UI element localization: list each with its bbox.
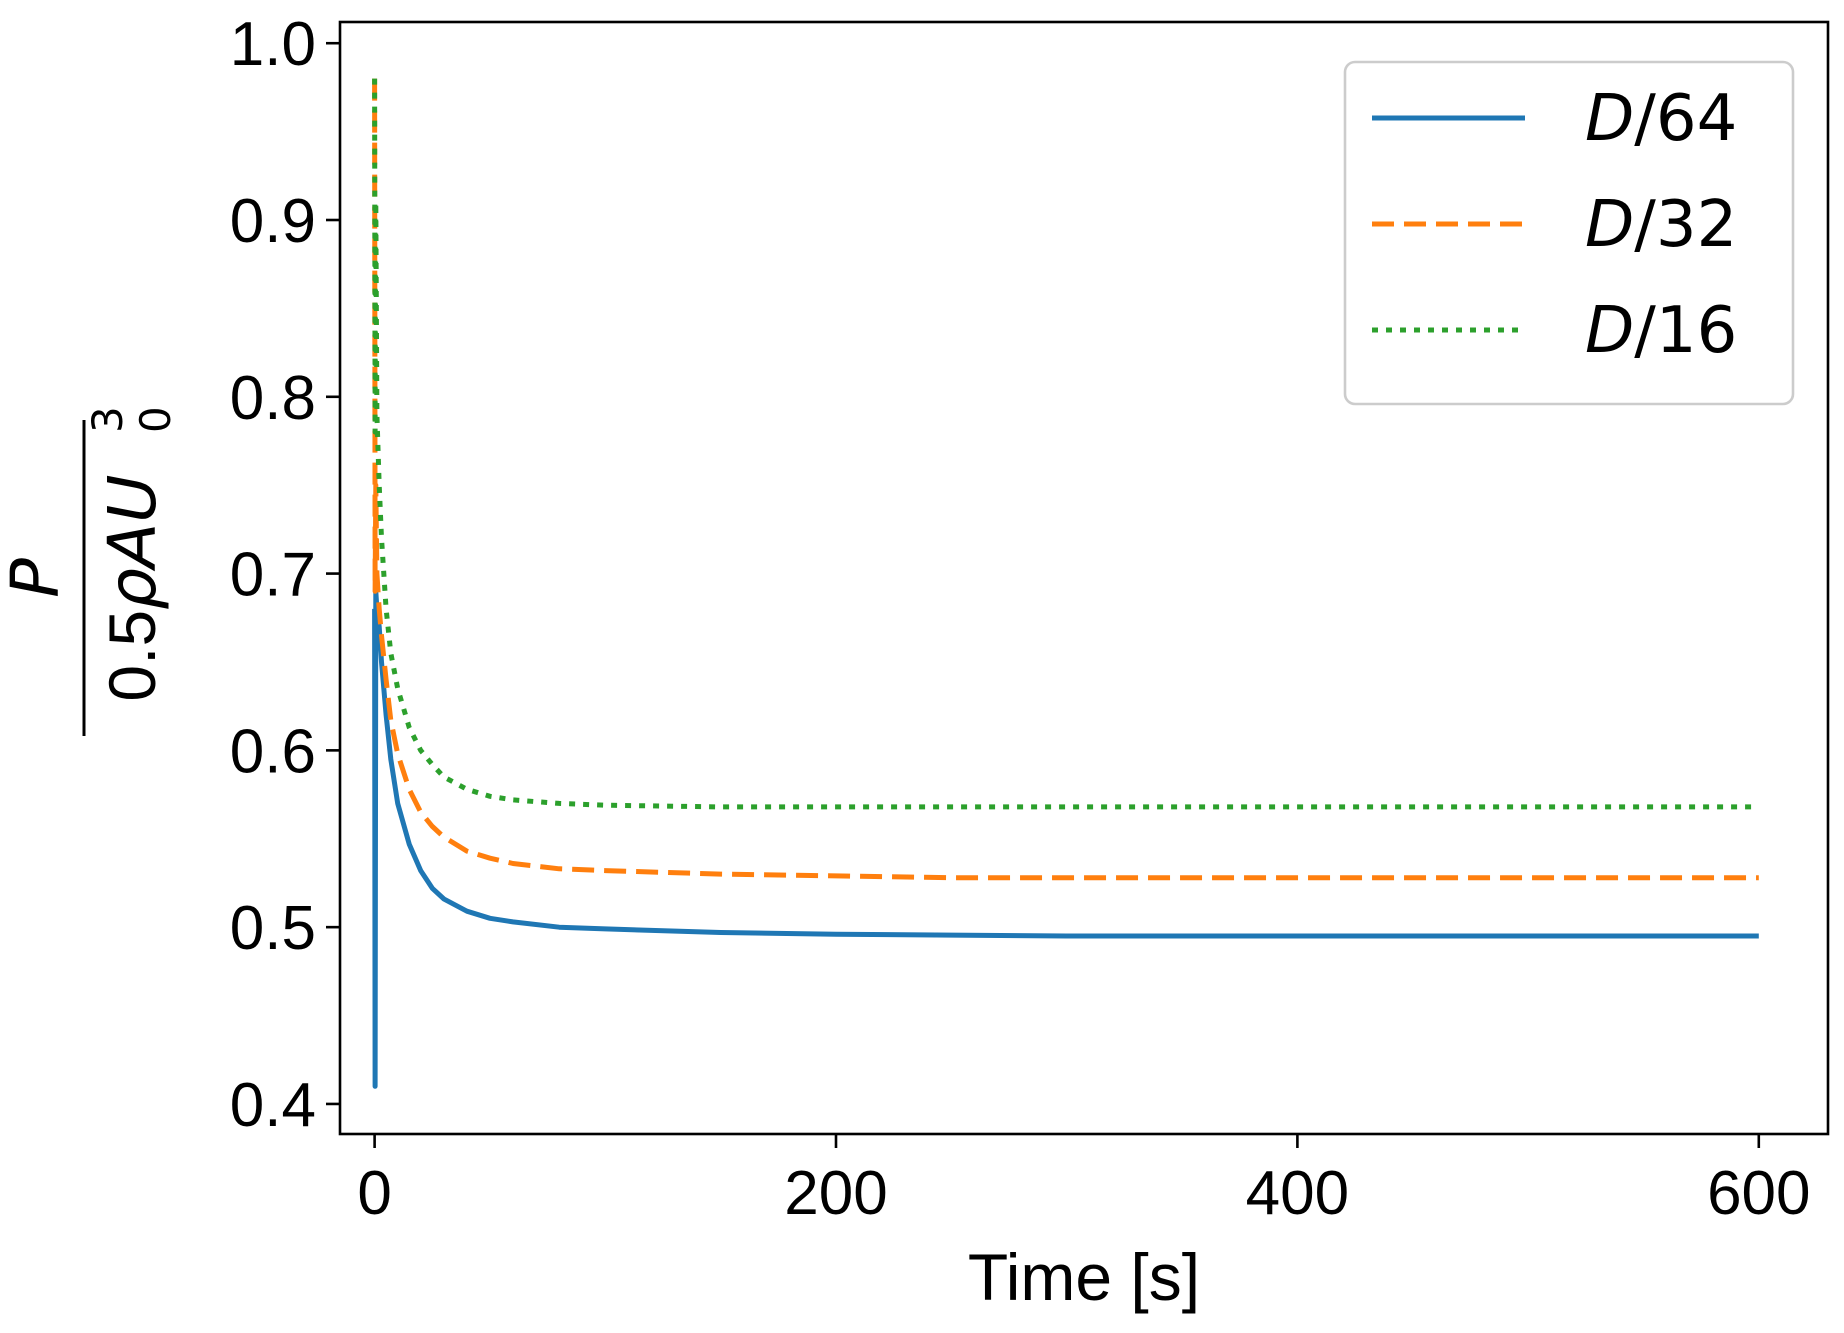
y-tick-label: 1.0 <box>230 10 316 79</box>
y-tick-label: 0.9 <box>230 187 316 256</box>
legend-entries: D/64D/32D/16 <box>1372 82 1737 368</box>
y-label-denominator-u: U <box>94 474 171 522</box>
y-label-superscript: 3 <box>83 406 132 433</box>
series-line-d16 <box>372 78 1759 810</box>
legend-label-italic: D <box>1585 294 1634 368</box>
y-tick-label: 0.4 <box>230 1071 316 1140</box>
legend-label-rest: /32 <box>1634 188 1737 262</box>
y-label-denominator-rho: ρ <box>94 568 171 610</box>
y-label-denominator-a: A <box>94 523 171 572</box>
y-label-subscript: 0 <box>131 406 180 433</box>
x-axis-ticks: 0 200 400 600 <box>357 1134 1811 1228</box>
y-tick-label: 0.5 <box>230 894 316 963</box>
y-label-denominator-prefix: 0.5 <box>95 610 169 702</box>
legend-label-rest: /16 <box>1634 294 1737 368</box>
x-tick-label: 400 <box>1246 1159 1349 1228</box>
legend-label: D/16 <box>1585 294 1737 368</box>
x-tick-label: 600 <box>1707 1159 1810 1228</box>
legend: D/64D/32D/16 <box>1343 60 1795 406</box>
y-tick-label: 0.8 <box>230 364 316 433</box>
legend-label-italic: D <box>1585 82 1634 156</box>
series-group <box>372 78 1759 1089</box>
y-label-denominator: 0.5ρAU <box>94 474 171 701</box>
legend-box <box>1343 60 1795 406</box>
legend-label: D/32 <box>1585 188 1737 262</box>
series-line-d32 <box>372 78 1759 881</box>
x-axis-label: Time [s] <box>968 1240 1200 1314</box>
x-tick-label: 0 <box>357 1159 391 1228</box>
y-label-numerator: P <box>0 558 74 598</box>
y-tick-label: 0.7 <box>230 541 316 610</box>
y-tick-label: 0.6 <box>230 717 316 786</box>
y-axis-label: P 0.5ρAU 3 0 <box>0 406 180 736</box>
legend-label-italic: D <box>1585 188 1634 262</box>
legend-label-rest: /64 <box>1634 82 1737 156</box>
legend-label: D/64 <box>1585 82 1737 156</box>
y-axis-ticks: 0.4 0.5 0.6 0.7 0.8 0.9 1.0 <box>230 10 340 1140</box>
series-line-d64 <box>372 588 1759 1089</box>
x-tick-label: 200 <box>784 1159 887 1228</box>
